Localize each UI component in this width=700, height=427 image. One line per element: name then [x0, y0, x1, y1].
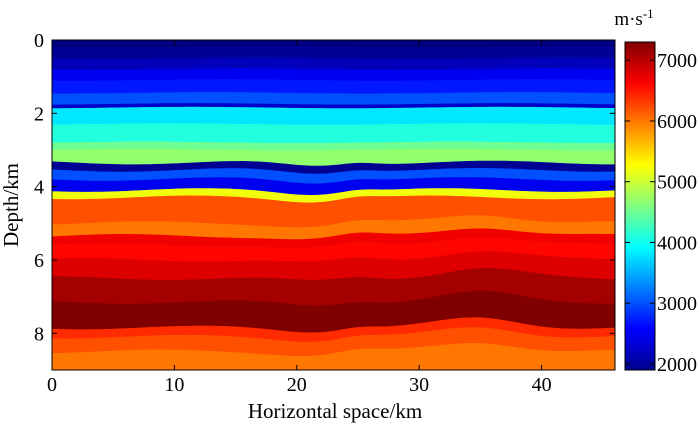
colorbar-unit: m·s — [614, 9, 643, 30]
colorbar-ticks: 2000 3000 4000 5000 6000 7000 — [625, 50, 697, 376]
velocity-layers — [51, 39, 616, 371]
x-tick-label: 10 — [164, 374, 184, 396]
colorbar-tick-label: 2000 — [657, 354, 697, 376]
colorbar-tick-label: 6000 — [657, 111, 697, 133]
colorbar-tick-label: 7000 — [657, 50, 697, 72]
y-tick-label: 8 — [34, 323, 44, 345]
x-axis-title: Horizontal space/km — [248, 399, 422, 423]
colorbar-unit-exponent: -1 — [643, 6, 654, 21]
x-tick-label: 0 — [47, 374, 57, 396]
y-tick-label: 4 — [34, 177, 44, 199]
colorbar — [624, 41, 656, 371]
plot-frame — [51, 39, 616, 371]
colorbar-tick-label: 4000 — [657, 232, 697, 254]
velocity-layer — [51, 68, 616, 82]
y-tick-label: 2 — [34, 103, 44, 125]
velocity-layer — [51, 46, 616, 60]
y-tick-label: 0 — [34, 30, 44, 52]
x-tick-label: 30 — [409, 374, 429, 396]
velocity-layer — [51, 79, 616, 95]
velocity-layer — [51, 92, 616, 106]
x-axis-ticks: 0 10 20 30 40 — [47, 40, 552, 396]
x-tick-label: 20 — [287, 374, 307, 396]
x-tick-label: 40 — [532, 374, 552, 396]
y-axis-title: Depth/km — [0, 163, 23, 247]
colorbar-title: m·s-1 — [614, 6, 653, 30]
colorbar-tick-label: 5000 — [657, 172, 697, 194]
velocity-layer — [51, 57, 616, 71]
colorbar-tick-label: 3000 — [657, 293, 697, 315]
velocity-layer — [51, 106, 616, 126]
velocity-layer — [51, 123, 616, 144]
y-tick-label: 6 — [34, 250, 44, 272]
y-axis-ticks: 0 2 4 6 8 — [34, 30, 615, 345]
